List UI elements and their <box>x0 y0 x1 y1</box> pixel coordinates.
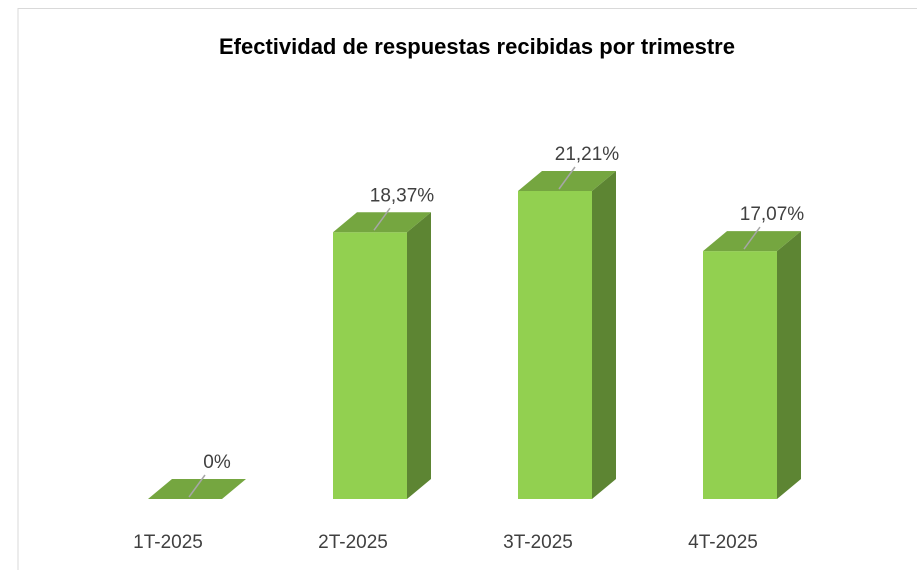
chart-frame <box>17 8 917 570</box>
bar-front <box>518 191 592 499</box>
x-tick-label: 1T-2025 <box>133 532 203 553</box>
bar-side <box>407 212 431 500</box>
leader-line <box>743 226 761 250</box>
value-label: 18,37% <box>370 185 435 206</box>
x-tick-label: 2T-2025 <box>318 532 388 553</box>
bar-side <box>592 171 616 499</box>
bar <box>148 479 246 499</box>
value-label: 21,21% <box>555 144 620 165</box>
chart-title: Efectividad de respuestas recibidas por … <box>219 34 735 59</box>
x-tick-label: 4T-2025 <box>688 532 758 553</box>
x-tick-label: 3T-2025 <box>503 532 573 553</box>
bar-top <box>148 479 246 499</box>
leader-line <box>373 207 391 231</box>
bar-top <box>333 212 431 233</box>
bar <box>518 171 616 499</box>
leader-line <box>188 474 206 498</box>
bar-side <box>777 231 801 499</box>
bar-top <box>518 171 616 191</box>
value-label: 17,07% <box>740 204 805 225</box>
bar-top <box>703 231 801 252</box>
bar <box>333 212 431 500</box>
leader-line <box>558 166 576 190</box>
bar-front <box>333 232 407 500</box>
bar <box>703 231 801 499</box>
value-label: 0% <box>203 452 231 473</box>
bar-front <box>703 251 777 499</box>
